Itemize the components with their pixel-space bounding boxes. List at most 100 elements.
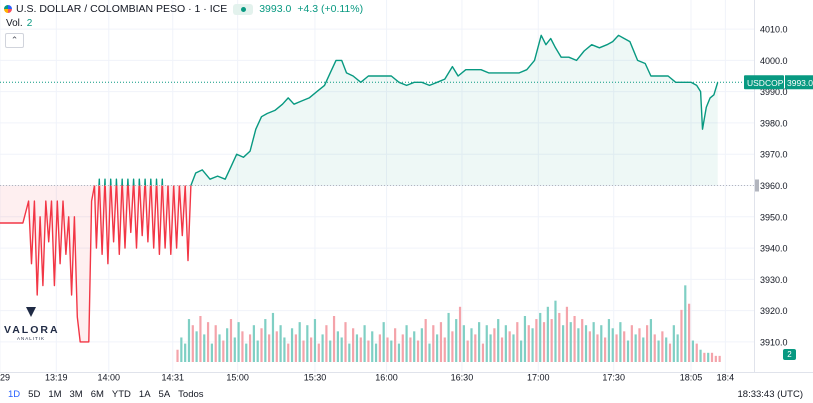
volume-bar — [596, 334, 599, 362]
volume-bar — [703, 352, 706, 362]
volume-bar — [504, 325, 507, 362]
range-button-todos[interactable]: Todos — [178, 389, 204, 400]
range-button-5a[interactable]: 5A — [158, 389, 171, 400]
area-below-baseline — [0, 185, 95, 342]
y-tick-label: 4000.0 — [760, 56, 788, 66]
price-line-above-baseline[interactable] — [149, 178, 152, 186]
price-line-below-baseline[interactable] — [93, 185, 100, 249]
volume-bar — [588, 331, 591, 362]
range-button-3m[interactable]: 3M — [69, 389, 83, 400]
volume-bar — [310, 337, 313, 362]
volume-bar — [245, 343, 248, 362]
volume-bar — [455, 319, 458, 362]
volume-bar — [443, 337, 446, 362]
volume-bar — [325, 325, 328, 362]
volume-bar — [714, 355, 717, 362]
volume-bar — [539, 312, 542, 362]
volume-bar — [283, 337, 286, 362]
area-below-baseline — [179, 185, 186, 236]
volume-bar — [275, 331, 278, 362]
baseline-marker — [755, 179, 759, 192]
last-price-tag-label: 3993.0 — [787, 78, 813, 88]
volume-bar — [233, 337, 236, 362]
volume-bar — [646, 325, 649, 362]
volume-bar — [268, 334, 271, 362]
y-tick-label: 3920.0 — [760, 306, 788, 316]
y-tick-label: 3990.0 — [760, 87, 788, 97]
price-line-above-baseline[interactable] — [138, 178, 141, 186]
volume-bar — [626, 340, 630, 362]
price-line-above-baseline[interactable] — [132, 178, 135, 186]
price-line-above-baseline[interactable] — [190, 34, 719, 186]
range-button-1m[interactable]: 1M — [48, 389, 62, 400]
price-line-above-baseline[interactable] — [155, 178, 158, 186]
price-line-below-baseline[interactable] — [104, 185, 112, 265]
volume-bar — [458, 306, 462, 362]
price-line-above-baseline[interactable] — [126, 178, 129, 186]
price-line-below-baseline[interactable] — [178, 185, 186, 237]
price-line-above-baseline[interactable] — [161, 178, 164, 186]
volume-bar — [287, 343, 290, 362]
volume-bar — [394, 328, 397, 362]
volume-bar — [565, 306, 569, 362]
volume-scale-badge: 2 — [783, 349, 796, 360]
volume-bar — [214, 325, 217, 362]
volume-bar — [317, 343, 320, 362]
range-button-5d[interactable]: 5D — [28, 389, 41, 400]
volume-bar — [665, 337, 668, 362]
volume-bar — [260, 328, 263, 362]
x-tick-label: 15:30 — [304, 372, 327, 382]
volume-bar — [497, 319, 500, 362]
volume-bar — [638, 328, 641, 362]
volume-bar — [699, 349, 702, 362]
volume-bar — [451, 331, 454, 362]
range-button-6m[interactable]: 6M — [90, 389, 104, 400]
volume-bar — [428, 343, 431, 362]
price-line-below-baseline[interactable] — [133, 185, 140, 249]
volume-bar — [436, 334, 439, 362]
market-status-badge[interactable] — [233, 3, 254, 15]
price-line-below-baseline[interactable] — [139, 185, 146, 237]
price-line-above-baseline[interactable] — [104, 178, 106, 186]
price-line-below-baseline[interactable] — [98, 185, 106, 256]
price-line-above-baseline[interactable] — [144, 178, 147, 186]
price-line-below-baseline[interactable] — [127, 185, 134, 234]
chart-header: U.S. DOLLAR / COLOMBIAN PESO · 1 · ICE 3… — [4, 3, 363, 15]
volume-bar — [520, 340, 523, 362]
price-line-below-baseline[interactable] — [173, 185, 181, 249]
price-line-below-baseline[interactable] — [156, 185, 163, 256]
volume-bar — [619, 322, 622, 362]
price-line-above-baseline[interactable] — [98, 178, 101, 186]
range-button-1d[interactable]: 1D — [8, 389, 21, 400]
volume-bar — [649, 319, 653, 362]
volume-bar — [707, 352, 710, 362]
symbol-title[interactable]: U.S. DOLLAR / COLOMBIAN PESO · 1 · ICE — [16, 3, 228, 15]
price-line-above-baseline[interactable] — [109, 178, 112, 186]
volume-bar — [252, 325, 255, 362]
price-line-below-baseline[interactable] — [144, 185, 152, 243]
volume-legend-value: 2 — [26, 18, 33, 29]
price-line-below-baseline[interactable] — [150, 185, 157, 249]
volume-bar — [474, 334, 477, 362]
utc-clock[interactable]: 18:33:43 (UTC) — [737, 389, 803, 400]
price-line-below-baseline[interactable] — [110, 185, 117, 243]
valora-logo: VALORA ANALITIK — [4, 305, 58, 341]
price-line-below-baseline[interactable] — [0, 185, 96, 343]
range-button-ytd[interactable]: YTD — [111, 389, 131, 400]
price-line-below-baseline[interactable] — [121, 185, 129, 249]
price-line-below-baseline[interactable] — [161, 185, 169, 249]
volume-bar — [485, 325, 488, 362]
price-line-below-baseline[interactable] — [184, 185, 192, 262]
volume-bar — [672, 325, 675, 362]
price-line-above-baseline[interactable] — [115, 178, 118, 186]
range-button-1a[interactable]: 1A — [138, 389, 151, 400]
market-open-dot-icon — [240, 6, 246, 12]
price-line-below-baseline[interactable] — [167, 185, 175, 256]
price-line-above-baseline[interactable] — [121, 178, 124, 186]
volume-bar — [642, 337, 645, 362]
chevron-up-icon[interactable]: ⌃ — [5, 33, 24, 48]
volume-bar — [478, 322, 481, 362]
volume-bar — [264, 319, 267, 362]
price-line-below-baseline[interactable] — [116, 185, 123, 256]
